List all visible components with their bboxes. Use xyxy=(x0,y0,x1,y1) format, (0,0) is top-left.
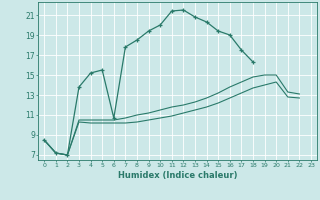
X-axis label: Humidex (Indice chaleur): Humidex (Indice chaleur) xyxy=(118,171,237,180)
